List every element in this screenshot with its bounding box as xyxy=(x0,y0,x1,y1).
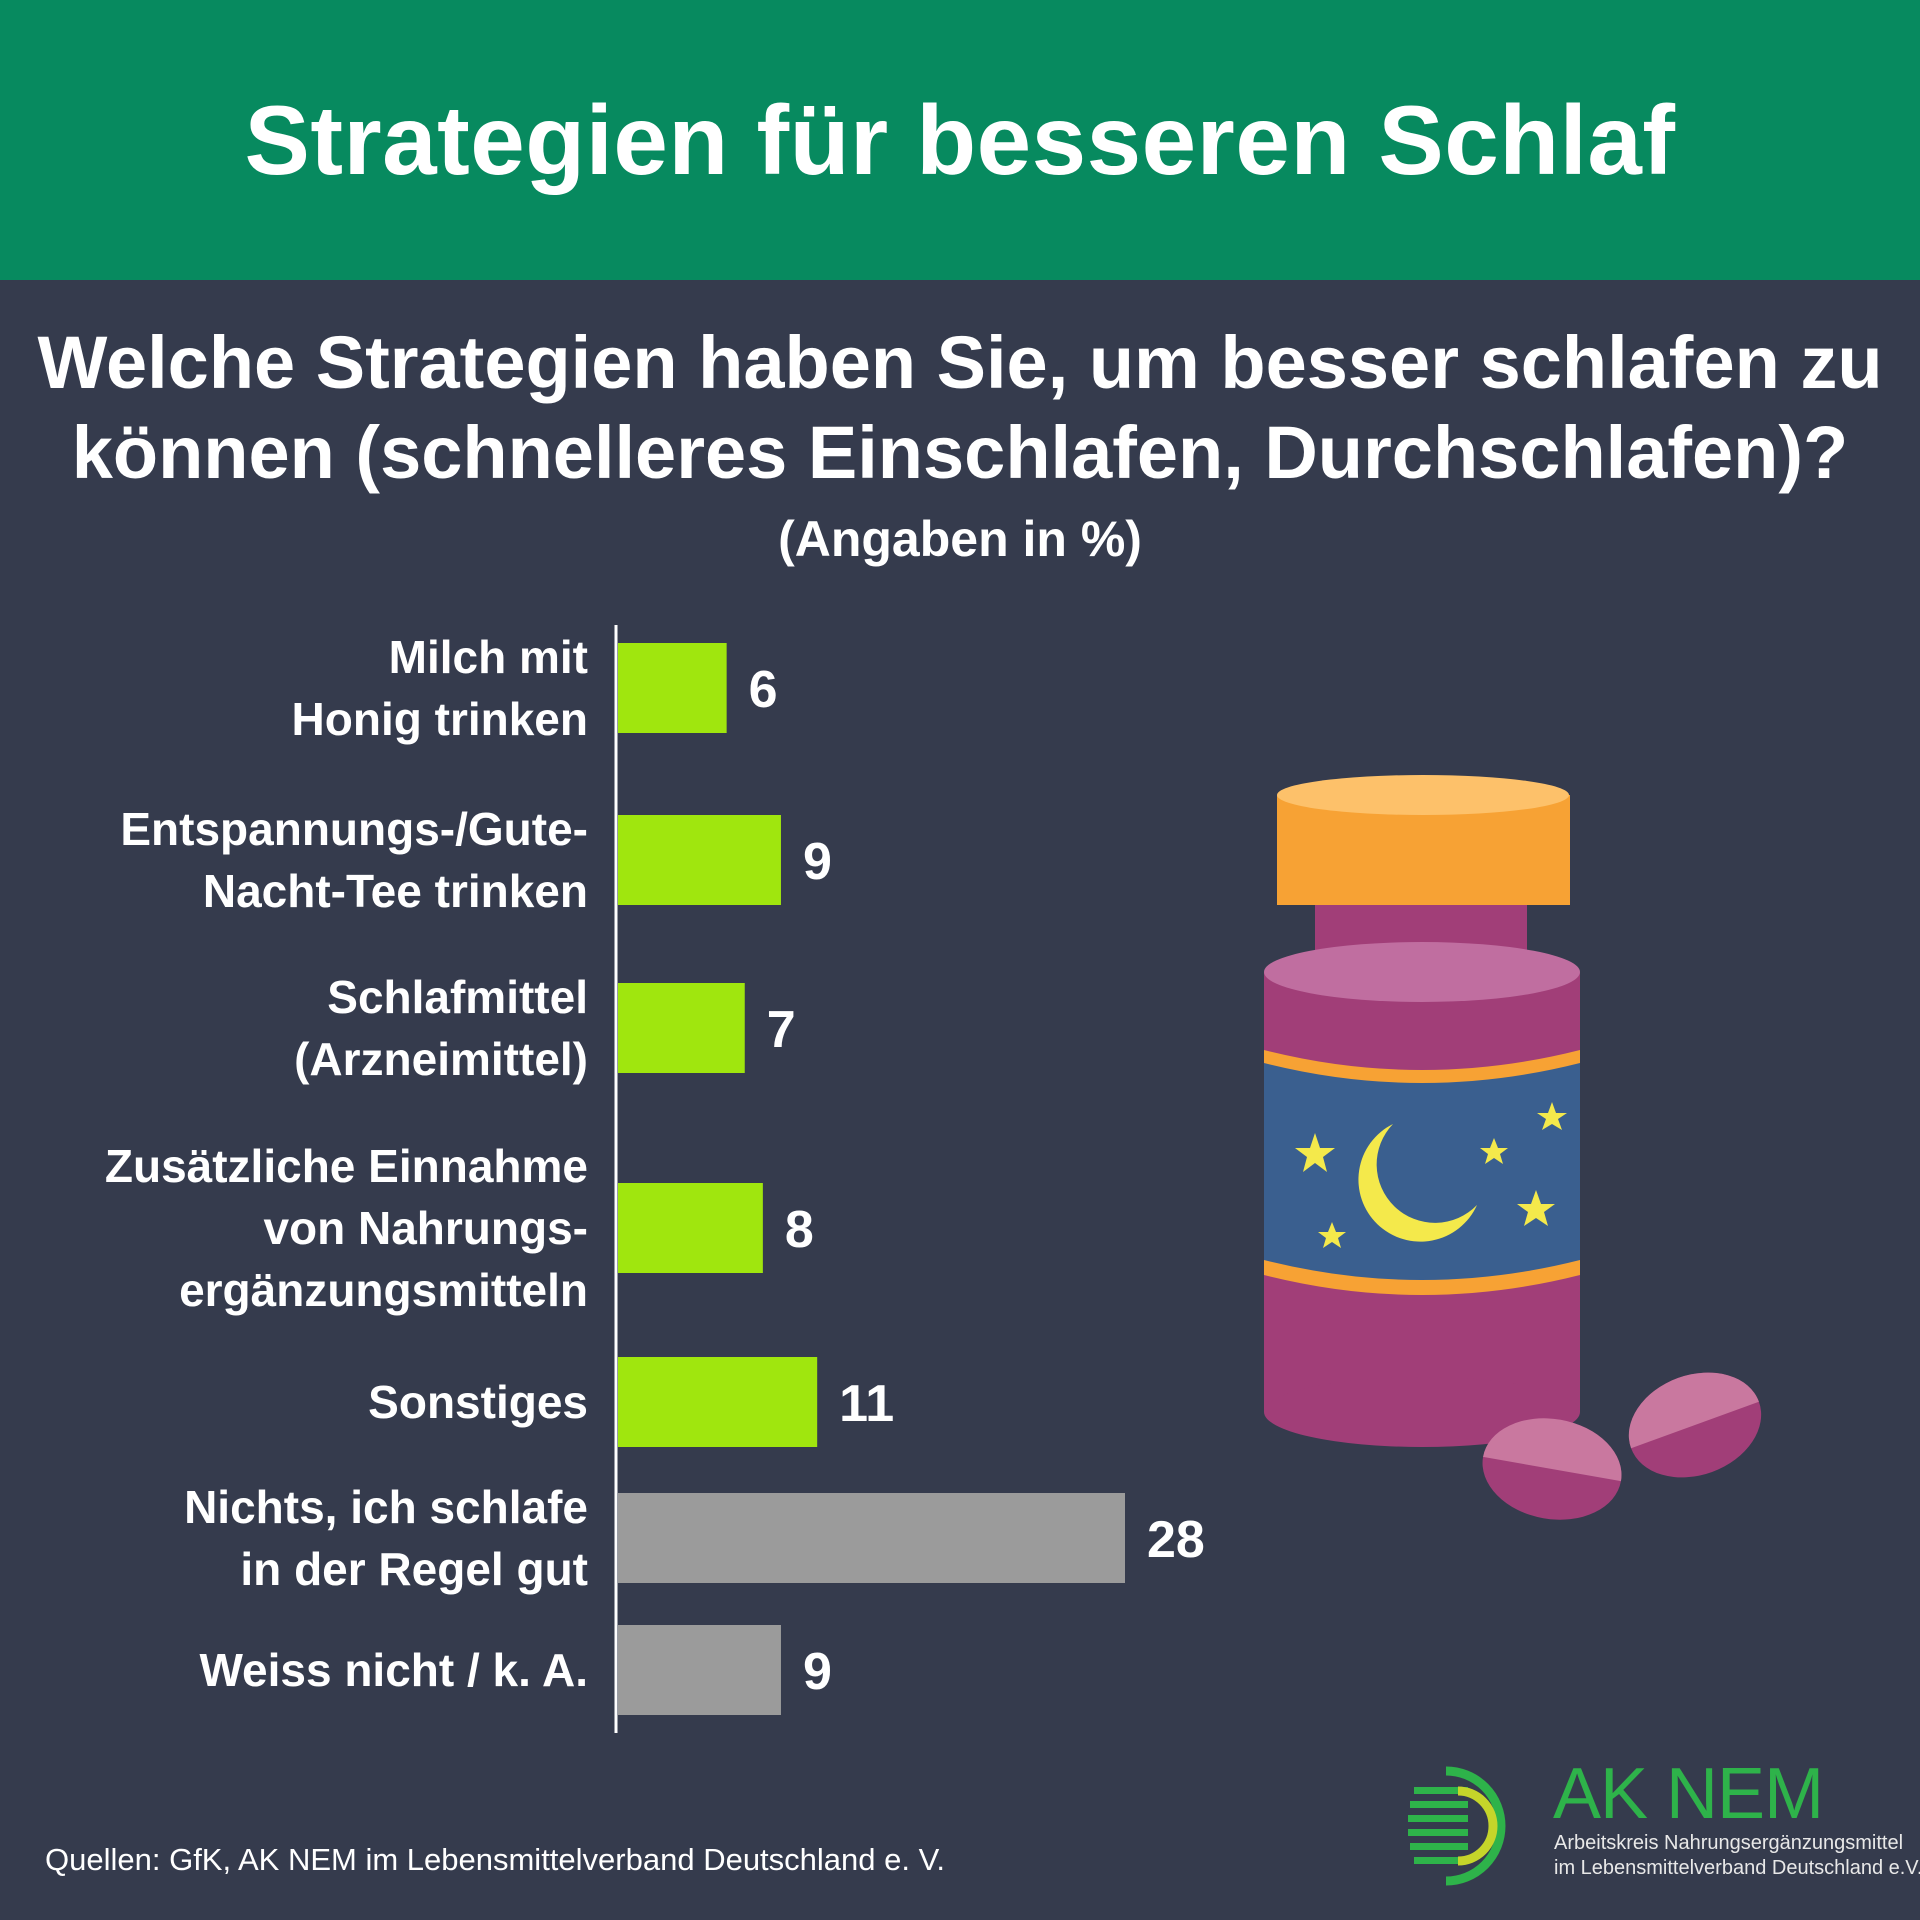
category-label: Schlafmittel (Arzneimittel) xyxy=(294,971,588,1085)
page-title: Strategien für besseren Schlaf xyxy=(244,84,1676,195)
bar-value-label: 9 xyxy=(803,1643,832,1701)
category-label: Entspannungs-/Gute- Nacht-Tee trinken xyxy=(120,803,588,917)
survey-question: Welche Strategien haben Sie, um besser s… xyxy=(30,318,1890,498)
star-icon xyxy=(1517,1190,1555,1226)
source-note: Quellen: GfK, AK NEM im Lebensmittelverb… xyxy=(45,1842,946,1877)
bar xyxy=(618,1493,1125,1583)
bar-value-label: 8 xyxy=(785,1201,814,1259)
question-line-1: Welche Strategien haben Sie, um besser s… xyxy=(37,321,1883,404)
bottle-label xyxy=(1264,1063,1580,1280)
logo-name: AK NEM xyxy=(1553,1754,1824,1834)
category-label-line: von Nahrungs- xyxy=(263,1202,588,1254)
star-icon xyxy=(1537,1102,1567,1130)
bar-value-label: 11 xyxy=(839,1375,894,1433)
bar-value-label: 6 xyxy=(749,661,778,719)
star-icon xyxy=(1318,1222,1346,1248)
pill-icon xyxy=(1628,1372,1762,1478)
category-label: Zusätzliche Einnahme von Nahrungs-ergänzu… xyxy=(105,1140,588,1316)
category-label: Sonstiges xyxy=(368,1376,588,1428)
category-label-line: Milch mit xyxy=(389,631,588,683)
category-label-line: Weiss nicht / k. A. xyxy=(199,1644,588,1696)
logo-subtitle-line-2: im Lebensmittelverband Deutschland e.V. xyxy=(1554,1857,1920,1879)
star-icon xyxy=(1295,1133,1335,1172)
category-label-line: (Arzneimittel) xyxy=(294,1033,588,1085)
pill-bottle-icon xyxy=(1264,775,1762,1520)
bar xyxy=(618,1183,763,1273)
bottle-bottom xyxy=(1264,1377,1580,1447)
category-label-line: ergänzungsmitteln xyxy=(179,1264,588,1316)
bars-group: 6 Milch mit Honig trinken 9 Entspannungs-/Gu… xyxy=(105,631,1205,1715)
pill-icon xyxy=(1482,1418,1622,1520)
header-banner: Strategien für besseren Schlaf xyxy=(0,0,1920,280)
moon-icon xyxy=(1358,1124,1477,1242)
category-label-line: Nichts, ich schlafe xyxy=(184,1481,588,1533)
bottle-shoulder xyxy=(1264,942,1580,1002)
category-label-line: Nacht-Tee trinken xyxy=(203,865,588,917)
category-label: Milch mit Honig trinken xyxy=(292,631,588,745)
logo-subtitle: Arbeitskreis Nahrungsergänzungsmittel im… xyxy=(1554,1831,1920,1881)
question-line-2: können (schnelleres Einschlafen, Durchsc… xyxy=(71,411,1849,494)
category-label-line: Sonstiges xyxy=(368,1376,588,1428)
logo-subtitle-line-1: Arbeitskreis Nahrungsergänzungsmittel xyxy=(1554,1832,1904,1854)
bar xyxy=(618,983,745,1073)
bar xyxy=(618,1625,781,1715)
star-icon xyxy=(1480,1138,1508,1164)
bar xyxy=(618,815,781,905)
bar-chart: 6 Milch mit Honig trinken 9 Entspannungs-/Gu… xyxy=(105,625,1205,1733)
bar-value-label: 28 xyxy=(1147,1511,1205,1569)
bottle-cap-top xyxy=(1277,775,1569,815)
category-label: Weiss nicht / k. A. xyxy=(199,1644,588,1696)
category-label-line: Honig trinken xyxy=(292,693,588,745)
category-label-line: Zusätzliche Einnahme xyxy=(105,1140,588,1192)
category-label-line: in der Regel gut xyxy=(240,1543,588,1595)
bar-value-label: 9 xyxy=(803,833,832,891)
category-label-line: Entspannungs-/Gute- xyxy=(120,803,588,855)
bar xyxy=(618,1357,818,1447)
category-label-line: Schlafmittel xyxy=(327,971,588,1023)
ak-nem-logo: AK NEM Arbeitskreis Nahrungsergänzungsmi… xyxy=(1408,1754,1920,1895)
bar xyxy=(618,643,727,733)
unit-note: (Angaben in %) xyxy=(778,511,1142,567)
category-label: Nichts, ich schlafe in der Regel gut xyxy=(184,1481,588,1595)
bar-value-label: 7 xyxy=(767,1001,796,1059)
logo-mark-icon xyxy=(1408,1766,1506,1886)
